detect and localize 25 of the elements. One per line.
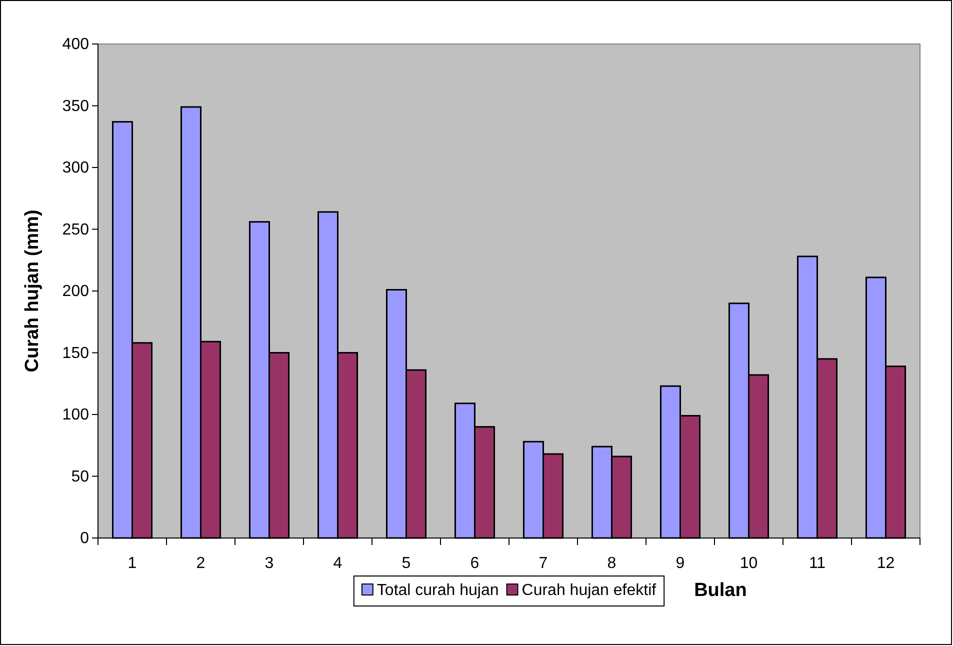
y-tick-label: 400 — [62, 36, 90, 54]
x-tick-label: 9 — [676, 555, 685, 572]
x-tick-label: 12 — [876, 555, 895, 572]
y-tick-label: 350 — [62, 98, 90, 115]
x-tick-label: 3 — [264, 555, 274, 572]
x-tick-label: 11 — [808, 555, 826, 572]
y-tick-label: 200 — [62, 283, 90, 300]
legend-label: Curah hujan efektif — [522, 582, 657, 599]
x-tick-label: 7 — [538, 555, 548, 572]
y-tick-label: 250 — [62, 221, 90, 238]
x-tick-label: 5 — [402, 555, 411, 572]
y-tick-label: 0 — [80, 530, 90, 548]
y-tick-label: 150 — [62, 344, 90, 362]
x-tick-label: 8 — [607, 555, 616, 572]
y-tick-label: 50 — [71, 468, 90, 486]
y-tick-label: 100 — [62, 406, 90, 424]
x-tick-label: 4 — [333, 555, 342, 572]
x-axis-title: Bulan — [694, 580, 747, 601]
legend-label: Total curah hujan — [376, 582, 499, 599]
x-tick-label: 2 — [196, 555, 206, 572]
x-tick-label: 6 — [470, 555, 480, 572]
x-tick-label: 1 — [128, 555, 137, 572]
y-axis-title: Curah hujan (mm) — [22, 210, 43, 372]
y-tick-label: 300 — [62, 160, 90, 177]
x-tick-label: 10 — [740, 555, 758, 572]
